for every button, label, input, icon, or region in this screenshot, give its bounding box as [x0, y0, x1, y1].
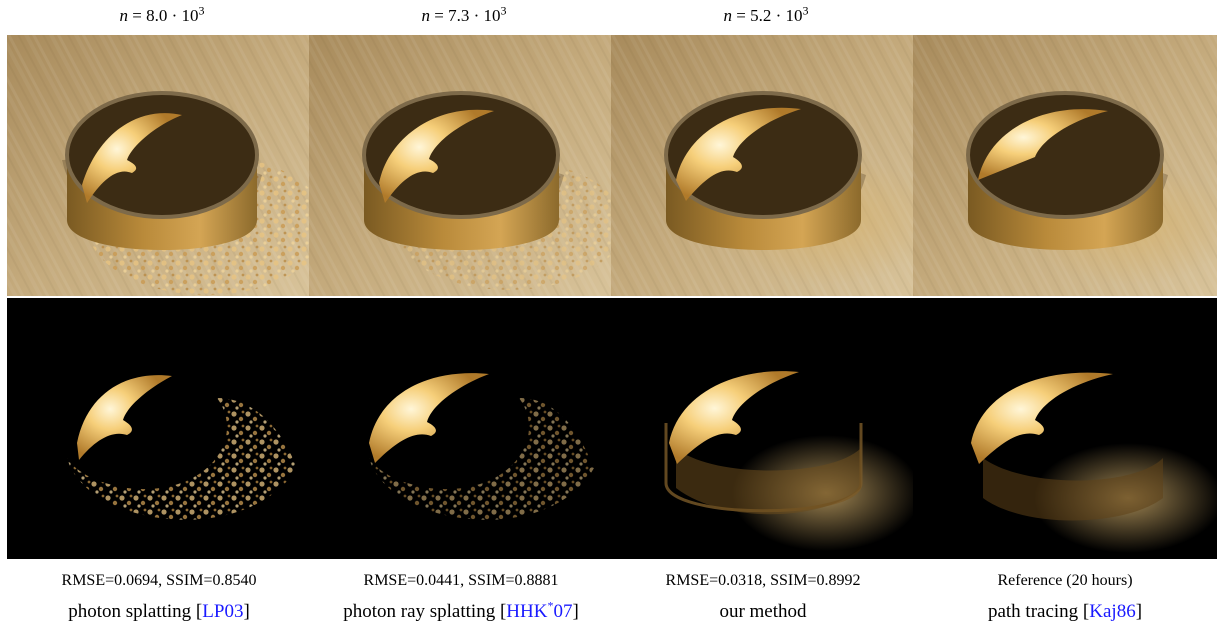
citation-superscript: *: [547, 598, 554, 613]
n-value: 8.0: [146, 6, 168, 25]
citation-link[interactable]: LP03: [202, 601, 244, 622]
render-our-method: [611, 35, 915, 296]
method-name: photon splatting [: [68, 601, 203, 622]
n-symbol: n: [421, 6, 430, 25]
render-path-tracing-reference: [913, 35, 1217, 296]
metrics-col-2: RMSE=0.0441, SSIM=0.8881: [363, 572, 559, 589]
times-ten: · 10: [469, 6, 501, 25]
header-col-1: n = 8.0 · 103: [10, 3, 314, 26]
metrics-col-4: Reference (20 hours): [997, 572, 1133, 589]
caustics-path-tracing-reference: [913, 298, 1217, 559]
method-name: photon ray splatting [: [343, 601, 507, 622]
citation-year: 07: [553, 601, 573, 622]
times-ten: · 10: [167, 6, 199, 25]
n-symbol: n: [723, 6, 732, 25]
n-value: 7.3: [448, 6, 470, 25]
n-value: 5.2: [750, 6, 772, 25]
bracket-close: ]: [243, 601, 250, 622]
metrics-col-3: RMSE=0.0318, SSIM=0.8992: [665, 572, 861, 589]
header-col-3: n = 5.2 · 103: [614, 3, 918, 26]
times-ten: · 10: [771, 6, 803, 25]
equals: =: [731, 6, 751, 25]
method-name: our method: [719, 601, 807, 622]
method-name: path tracing [: [987, 601, 1090, 622]
equals: =: [127, 6, 147, 25]
citation-link[interactable]: Kaj86: [1089, 601, 1136, 622]
header-col-2: n = 7.3 · 103: [312, 3, 616, 26]
method-col-1: photon splatting [LP03]: [7, 601, 311, 623]
exponent: 3: [802, 3, 809, 18]
render-photon-ray-splatting: [309, 35, 613, 296]
bracket-close: ]: [1135, 601, 1143, 622]
metrics-col-1: RMSE=0.0694, SSIM=0.8540: [61, 572, 257, 589]
bracket-close: ]: [572, 601, 579, 622]
method-col-2: photon ray splatting [HHK*07]: [309, 598, 613, 623]
citation-link[interactable]: HHK*07: [506, 598, 573, 622]
n-symbol: n: [119, 6, 128, 25]
method-col-3: our method: [611, 601, 915, 623]
exponent: 3: [500, 3, 507, 18]
caustics-photon-ray-splatting: [309, 298, 613, 559]
render-photon-splatting: [7, 35, 311, 296]
equals: =: [429, 6, 449, 25]
exponent: 3: [198, 3, 205, 18]
method-col-4: path tracing [Kaj86]: [913, 601, 1217, 623]
caustics-photon-splatting: [7, 298, 311, 559]
citation-text: HHK: [506, 601, 548, 622]
caustics-our-method: [611, 298, 915, 559]
